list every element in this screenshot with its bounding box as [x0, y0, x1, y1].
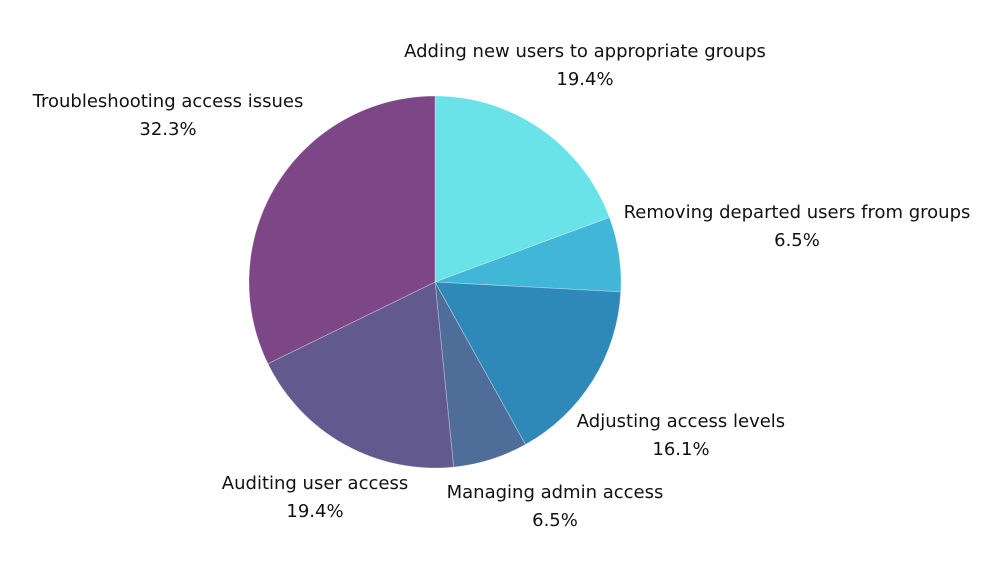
slice-name: Adjusting access levels [576, 411, 786, 432]
slice-label-managing: Managing admin access 6.5% [447, 479, 664, 535]
slice-name: Auditing user access [221, 473, 409, 494]
slice-label-removing: Removing departed users from groups 6.5% [624, 199, 971, 255]
slice-name: Troubleshooting access issues [32, 91, 304, 112]
slice-label-adding: Adding new users to appropriate groups 19… [404, 38, 766, 94]
slice-percent: 19.4% [286, 501, 344, 522]
pie-slice-4 [267, 281, 455, 469]
slice-percent: 6.5% [774, 230, 820, 251]
slice-label-auditing: Auditing user access 19.4% [222, 470, 408, 526]
slice-percent: 32.3% [139, 119, 197, 140]
slice-label-troubleshooting: Troubleshooting access issues 32.3% [33, 88, 304, 144]
pie-slice-1 [434, 216, 622, 293]
pie-slice-0 [434, 95, 610, 283]
slice-percent: 16.1% [652, 439, 710, 460]
slice-name: Adding new users to appropriate groups [404, 41, 766, 62]
pie-slice-5 [248, 95, 436, 365]
slice-label-adjusting: Adjusting access levels 16.1% [577, 408, 785, 464]
slice-percent: 19.4% [556, 69, 614, 90]
pie-slice-3 [434, 281, 527, 468]
slice-percent: 6.5% [532, 510, 578, 531]
slice-name: Managing admin access [446, 482, 664, 503]
pie-slice-2 [434, 281, 622, 446]
slice-name: Removing departed users from groups [623, 202, 971, 223]
